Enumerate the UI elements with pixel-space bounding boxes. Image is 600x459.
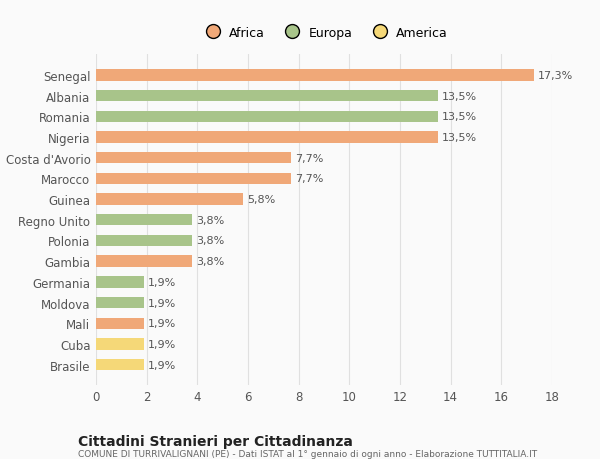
Bar bbox=[96, 174, 291, 185]
Bar bbox=[96, 70, 534, 81]
Text: COMUNE DI TURRIVALIGNANI (PE) - Dati ISTAT al 1° gennaio di ogni anno - Elaboraz: COMUNE DI TURRIVALIGNANI (PE) - Dati IST… bbox=[78, 449, 537, 458]
Text: 1,9%: 1,9% bbox=[148, 319, 176, 329]
Text: 1,9%: 1,9% bbox=[148, 339, 176, 349]
Text: 13,5%: 13,5% bbox=[442, 91, 477, 101]
Bar bbox=[96, 297, 144, 308]
Bar bbox=[96, 277, 144, 288]
Text: 3,8%: 3,8% bbox=[196, 257, 224, 267]
Bar bbox=[96, 359, 144, 370]
Bar bbox=[96, 256, 192, 267]
Text: 3,8%: 3,8% bbox=[196, 236, 224, 246]
Bar bbox=[96, 215, 192, 226]
Bar bbox=[96, 318, 144, 329]
Text: 3,8%: 3,8% bbox=[196, 215, 224, 225]
Bar bbox=[96, 194, 243, 205]
Text: Cittadini Stranieri per Cittadinanza: Cittadini Stranieri per Cittadinanza bbox=[78, 434, 353, 448]
Text: 5,8%: 5,8% bbox=[247, 195, 275, 205]
Bar bbox=[96, 153, 291, 164]
Bar bbox=[96, 91, 438, 102]
Text: 1,9%: 1,9% bbox=[148, 277, 176, 287]
Text: 1,9%: 1,9% bbox=[148, 298, 176, 308]
Text: 13,5%: 13,5% bbox=[442, 112, 477, 122]
Bar bbox=[96, 132, 438, 143]
Text: 17,3%: 17,3% bbox=[538, 71, 574, 81]
Text: 7,7%: 7,7% bbox=[295, 153, 323, 163]
Text: 1,9%: 1,9% bbox=[148, 360, 176, 370]
Text: 7,7%: 7,7% bbox=[295, 174, 323, 184]
Bar bbox=[96, 112, 438, 123]
Bar bbox=[96, 235, 192, 246]
Bar bbox=[96, 339, 144, 350]
Text: 13,5%: 13,5% bbox=[442, 133, 477, 143]
Legend: Africa, Europa, America: Africa, Europa, America bbox=[195, 22, 453, 45]
